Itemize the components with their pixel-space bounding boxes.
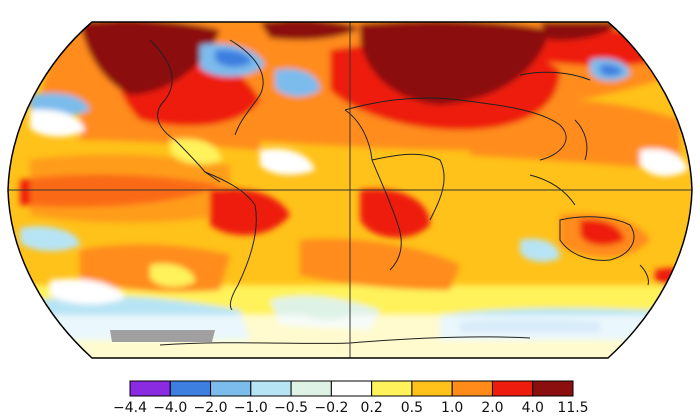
legend-swatches [129, 380, 574, 397]
legend-label: −0.5 [274, 400, 308, 416]
legend-swatch [371, 380, 413, 397]
color-legend: −4.4 −4.0 −2.0 −1.0 −0.5 −0.2 0.2 0.5 1.0 2.0 4.0 1… [113, 380, 589, 416]
legend-swatch [451, 380, 493, 397]
legend-label: −4.0 [153, 400, 187, 416]
legend-swatch [330, 380, 373, 397]
legend-label: 0.5 [401, 400, 423, 416]
map-outline [7, 21, 693, 359]
legend-labels: −4.4 −4.0 −2.0 −1.0 −0.5 −0.2 0.2 0.5 1.0 2.0 4.0 1… [113, 400, 589, 416]
legend-swatch [210, 380, 252, 397]
legend-swatch [532, 380, 574, 397]
legend-swatch [169, 380, 212, 397]
legend-swatch [250, 380, 292, 397]
legend-swatch [290, 380, 332, 397]
temperature-anomaly-map [7, 21, 693, 359]
legend-label: 0.2 [361, 400, 383, 416]
legend-label: 11.5 [557, 400, 588, 416]
legend-label: 2.0 [481, 400, 503, 416]
legend-label: −4.4 [113, 400, 147, 416]
missing-data-area [110, 330, 215, 342]
legend-label: 4.0 [522, 400, 544, 416]
legend-label: −1.0 [234, 400, 268, 416]
legend-swatch [491, 380, 534, 397]
legend-label: 1.0 [441, 400, 463, 416]
legend-swatch [411, 380, 453, 397]
legend-label: −2.0 [194, 400, 228, 416]
legend-label: −0.2 [314, 400, 348, 416]
legend-swatch [129, 380, 171, 397]
